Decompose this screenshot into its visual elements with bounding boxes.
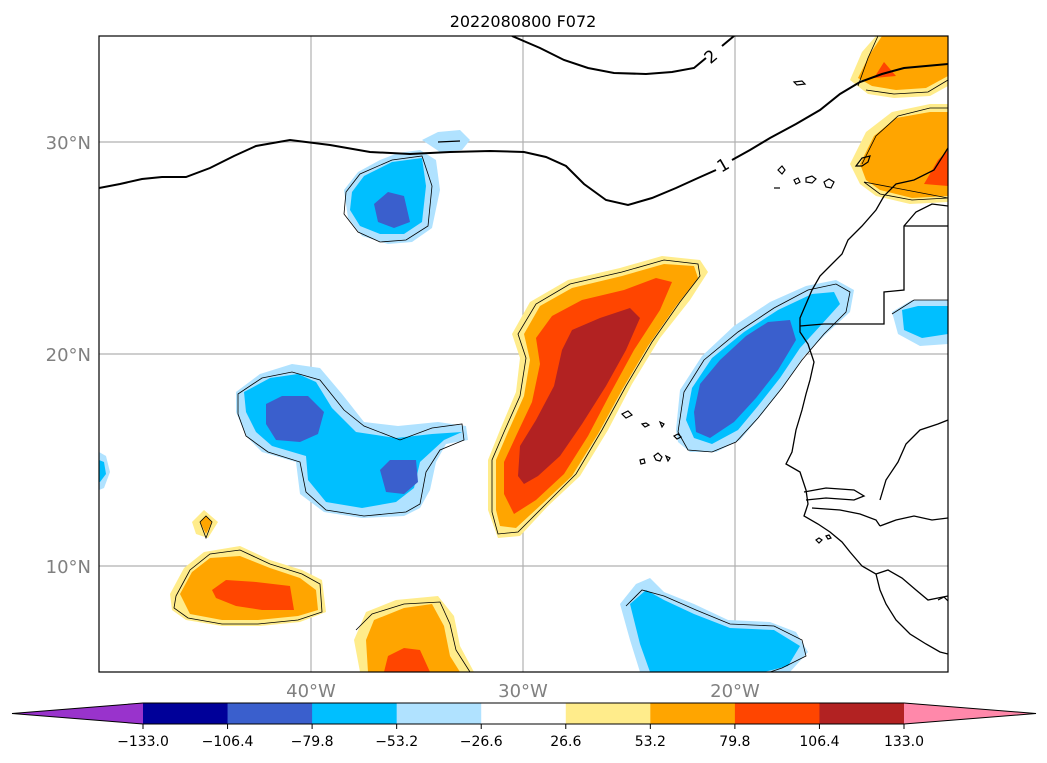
coastlines xyxy=(785,147,948,655)
colorbar-segment xyxy=(481,703,567,724)
island-canary-1 xyxy=(777,165,786,175)
island-cape-verde-2 xyxy=(640,422,651,428)
colorbar-segment xyxy=(734,703,820,724)
contour-2 xyxy=(511,36,735,76)
colorbar-segment xyxy=(565,703,651,724)
lat-label-20n: 20°N xyxy=(46,345,91,366)
coast-detail-1 xyxy=(937,596,948,602)
border-guinea-bissau xyxy=(811,507,881,527)
island-cape-verde-7 xyxy=(664,454,671,463)
plot-frame xyxy=(98,35,949,673)
colorbar-tick-label: −26.6 xyxy=(460,734,503,750)
colorbar: −133.0 −106.4 −79.8 −53.2 −26.6 26.6 53.2 79.8 1… xyxy=(11,702,1037,750)
island-bijagos-1 xyxy=(815,537,823,544)
colorbar-tick-label: 106.4 xyxy=(799,734,839,750)
neg-cell-east xyxy=(676,280,854,453)
lat-labels: 30°N 20°N 10°N xyxy=(46,133,91,578)
neg-cell-south xyxy=(620,578,808,672)
island-canary-4 xyxy=(823,178,835,189)
colorbar-tick-label: −79.8 xyxy=(291,734,334,750)
colorbar-segment xyxy=(227,703,313,724)
colorbar-segment xyxy=(143,703,229,724)
border-mali xyxy=(879,419,948,501)
contour-1 xyxy=(99,63,948,207)
island-cape-verde-1 xyxy=(620,410,634,419)
pos-cell-sw xyxy=(170,546,326,626)
lon-labels: 40°W 30°W 20°W xyxy=(286,681,760,702)
colorbar-tick-label: 133.0 xyxy=(884,734,924,750)
border-guinea xyxy=(879,515,948,527)
pos-cell-main xyxy=(488,256,708,538)
neg-cell-central xyxy=(236,364,468,518)
colorbar-segment xyxy=(396,703,482,724)
colorbar-segment xyxy=(312,703,398,724)
lon-label-30w: 30°W xyxy=(498,681,548,702)
island-bijagos-2 xyxy=(825,534,832,540)
pos-cell-south xyxy=(354,596,474,672)
island-canary-2 xyxy=(793,177,801,185)
lat-label-30n: 30°N xyxy=(46,133,91,154)
colorbar-tick-label: −133.0 xyxy=(117,734,169,750)
colorbar-extend-high xyxy=(904,703,1036,724)
gambia xyxy=(803,487,866,501)
colorbar-tick-label: 53.2 xyxy=(635,734,666,750)
colorbar-tick-label: −106.4 xyxy=(202,734,254,750)
lat-label-10n: 10°N xyxy=(46,557,91,578)
colorbar-segment xyxy=(819,703,905,724)
island-canary-3 xyxy=(805,175,817,184)
border-sierra-leone xyxy=(875,569,948,601)
colorbar-tick-label: 79.8 xyxy=(719,734,750,750)
africa-coast xyxy=(785,147,948,655)
pos-cell-ne-top xyxy=(850,36,948,98)
colorbar-extend-low xyxy=(12,703,143,724)
colorbar-segment xyxy=(650,703,736,724)
map-title: 2022080800 F072 xyxy=(450,12,597,31)
island-cape-verde-3 xyxy=(658,420,665,429)
pos-cell-ne xyxy=(850,104,948,204)
contour-lines xyxy=(99,36,948,207)
colorbar-tick-label: 26.6 xyxy=(550,734,581,750)
island-madeira xyxy=(792,80,807,86)
islands xyxy=(620,80,948,602)
island-cape-verde-5 xyxy=(639,458,646,465)
colorbar-tick-label: −53.2 xyxy=(375,734,418,750)
neg-cell-nw xyxy=(343,130,470,244)
plot-area: 2 1 xyxy=(99,36,948,672)
island-cape-verde-6 xyxy=(653,452,663,462)
island-cape-verde-4 xyxy=(672,433,683,440)
lon-label-20w: 20°W xyxy=(710,681,760,702)
border-western-sahara xyxy=(799,203,948,327)
island-morocco-coast xyxy=(854,155,871,167)
lon-label-40w: 40°W xyxy=(286,681,336,702)
